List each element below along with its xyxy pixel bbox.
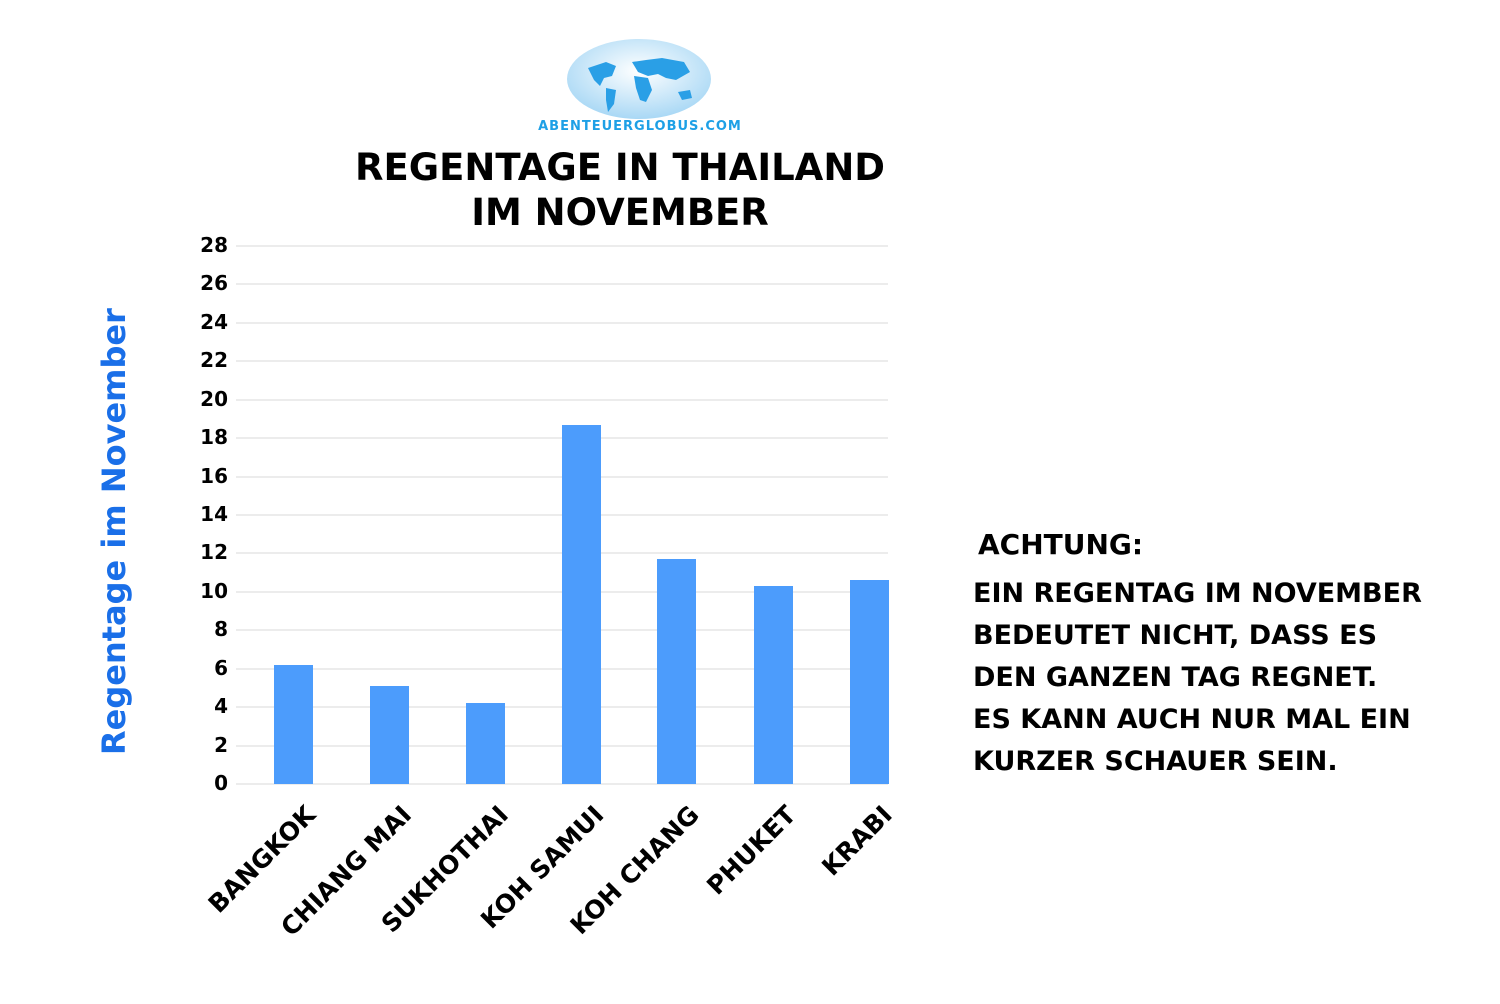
chart-title-line1: REGENTAGE IN THAILAND <box>354 146 885 189</box>
bar-bangkok <box>273 664 313 784</box>
y-tick-label: 10 <box>200 578 228 603</box>
note-line: BEDEUTET NICHT, DASS ES <box>973 620 1378 651</box>
bar-koh-samui <box>561 424 601 784</box>
bar-sukhothai <box>465 703 505 784</box>
site-logo-text: ABENTEUERGLOBUS.COM <box>538 119 742 134</box>
plot-area <box>236 245 889 785</box>
gridline <box>236 283 888 286</box>
gridline <box>236 783 888 785</box>
note-line: ES KANN AUCH NUR MAL EIN <box>973 704 1411 735</box>
gridline <box>236 398 888 401</box>
chart-title-line2: IM NOVEMBER <box>471 191 769 234</box>
y-tick-label: 8 <box>214 617 228 642</box>
note-line: DEN GANZEN TAG REGNET. <box>973 662 1378 693</box>
bar-krabi <box>849 580 889 784</box>
bar-phuket <box>753 586 793 784</box>
y-tick-label: 0 <box>214 771 228 795</box>
world-globe-icon <box>567 39 711 119</box>
x-tick-label: KRABI <box>816 800 898 882</box>
y-tick-label: 22 <box>200 348 228 373</box>
gridline <box>236 245 888 247</box>
bar-chiang-mai <box>369 686 409 784</box>
y-tick-label: 28 <box>200 233 228 257</box>
chart-title: REGENTAGE IN THAILAND IM NOVEMBER <box>300 145 940 235</box>
y-tick-label: 24 <box>200 309 228 334</box>
y-tick-label: 4 <box>214 694 228 719</box>
note-line: KURZER SCHAUER SEIN. <box>973 746 1338 777</box>
y-tick-label: 16 <box>200 463 228 488</box>
gridline <box>236 321 888 324</box>
y-axis-label: Regentage im November <box>95 308 133 755</box>
note-line: EIN REGENTAG IM NOVEMBER <box>973 578 1422 609</box>
y-tick-label: 2 <box>214 732 228 757</box>
y-tick-label: 12 <box>200 540 228 565</box>
y-tick-label: 6 <box>214 655 228 680</box>
y-tick-label: 20 <box>200 386 228 411</box>
note-heading: ACHTUNG: <box>978 528 1144 561</box>
y-tick-label: 18 <box>200 425 228 450</box>
gridline <box>236 360 888 363</box>
x-tick-label: PHUKET <box>701 800 802 901</box>
bar-koh-chang <box>656 559 696 784</box>
y-tick-label: 26 <box>200 271 228 296</box>
y-tick-label: 14 <box>200 502 228 526</box>
